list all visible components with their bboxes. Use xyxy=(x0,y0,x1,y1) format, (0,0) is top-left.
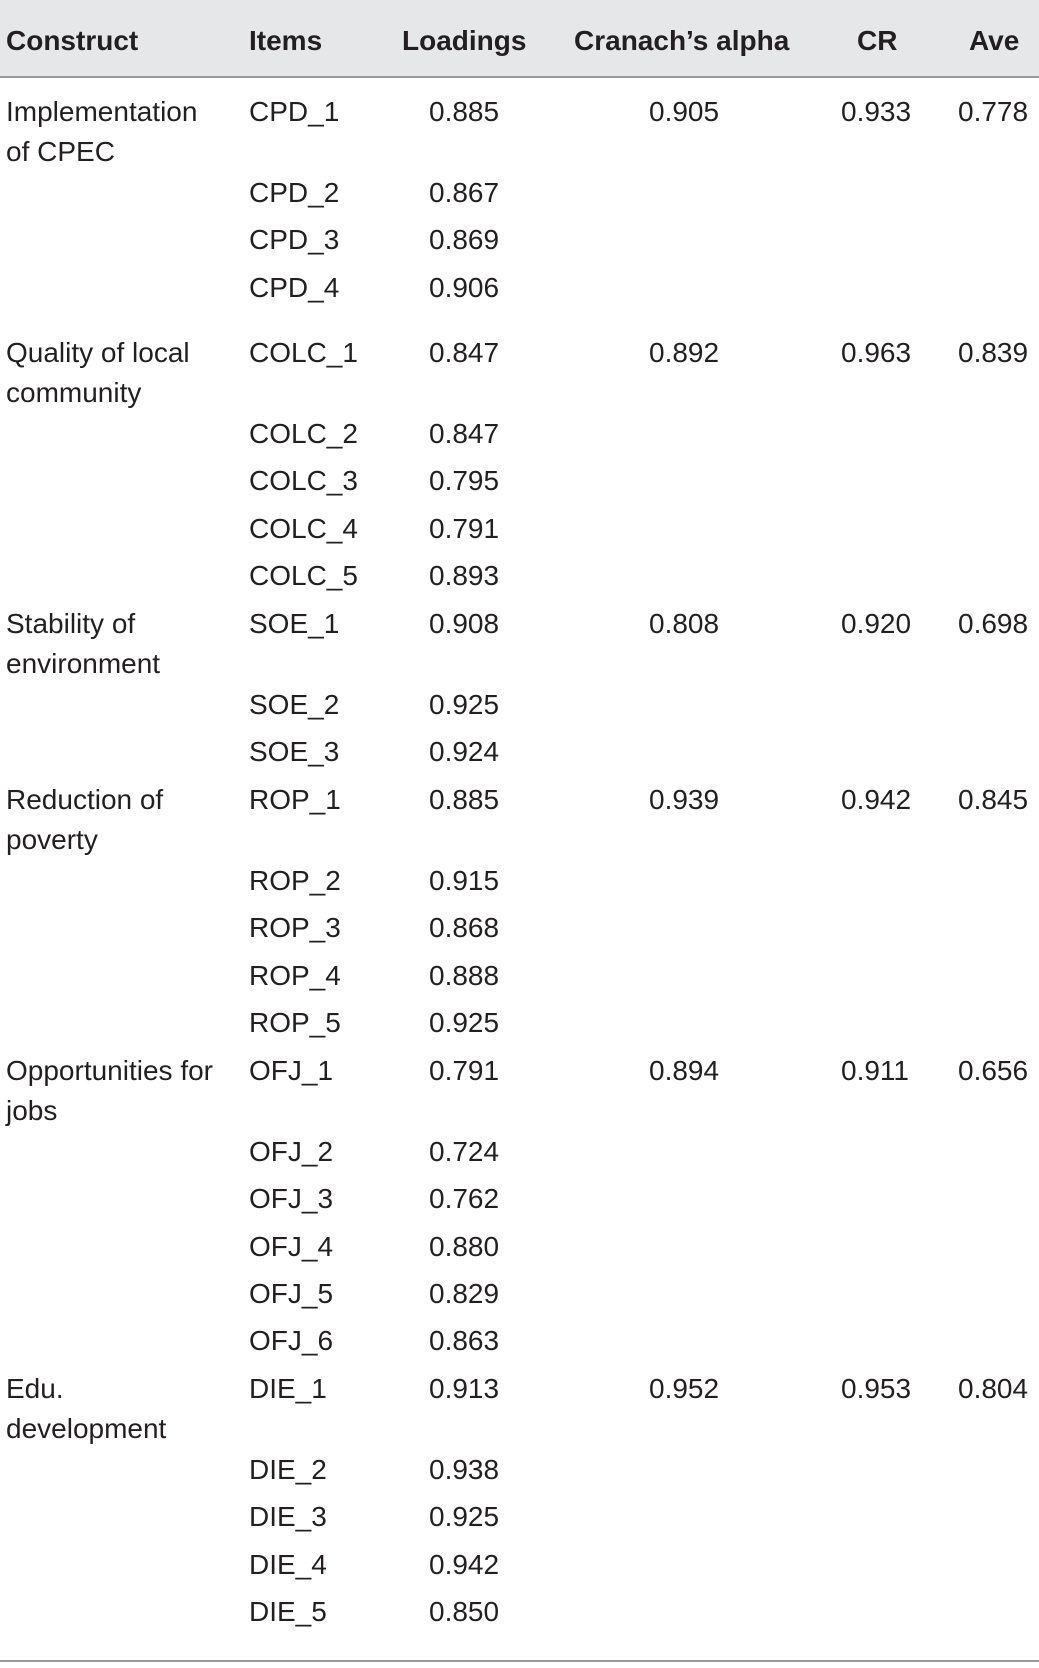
item-code: COLC_1 xyxy=(249,337,358,368)
item-code: OFJ_5 xyxy=(249,1278,334,1309)
item-code: SOE_2 xyxy=(249,689,340,720)
loading-value: 0.888 xyxy=(429,960,500,991)
loading-value: 0.867 xyxy=(429,177,500,208)
header-items: Items xyxy=(249,25,323,56)
cr-value: 0.933 xyxy=(841,96,912,127)
item-code: OFJ_2 xyxy=(249,1136,334,1167)
item-code: CPD_3 xyxy=(249,224,340,255)
loading-value: 0.762 xyxy=(429,1183,500,1214)
item-code: COLC_4 xyxy=(249,513,358,544)
loading-value: 0.915 xyxy=(429,865,500,896)
item-code: OFJ_6 xyxy=(249,1325,334,1356)
header-ave: Ave xyxy=(969,25,1020,56)
item-code: COLC_3 xyxy=(249,465,358,496)
construct-label: Opportunities for jobs xyxy=(6,1055,213,1126)
header-rule xyxy=(0,76,1039,78)
loading-value: 0.885 xyxy=(429,784,500,815)
cr-value: 0.920 xyxy=(841,608,912,639)
item-code: OFJ_3 xyxy=(249,1183,334,1214)
construct-label: Reduction of poverty xyxy=(6,784,164,855)
loading-value: 0.847 xyxy=(429,337,500,368)
header-cronbach-alpha: Cranach’s alpha xyxy=(574,25,790,56)
item-code: OFJ_1 xyxy=(249,1055,334,1086)
loading-value: 0.908 xyxy=(429,608,500,639)
loading-value: 0.906 xyxy=(429,272,500,303)
bottom-rule xyxy=(0,1660,1039,1662)
ave-value: 0.698 xyxy=(958,608,1029,639)
loading-value: 0.724 xyxy=(429,1136,500,1167)
cronbach-alpha-value: 0.892 xyxy=(649,337,720,368)
cronbach-alpha-value: 0.808 xyxy=(649,608,720,639)
loading-value: 0.885 xyxy=(429,96,500,127)
loading-value: 0.925 xyxy=(429,1501,500,1532)
loading-value: 0.795 xyxy=(429,465,500,496)
cr-value: 0.953 xyxy=(841,1373,912,1404)
item-code: CPD_4 xyxy=(249,272,340,303)
header-cr: CR xyxy=(857,25,898,56)
construct-label: Stability of environment xyxy=(6,608,161,679)
construct-label: Quality of local community xyxy=(6,337,190,408)
item-code: DIE_5 xyxy=(249,1596,327,1627)
item-code: CPD_2 xyxy=(249,177,340,208)
cronbach-alpha-value: 0.952 xyxy=(649,1373,720,1404)
loading-value: 0.791 xyxy=(429,513,500,544)
loading-value: 0.893 xyxy=(429,560,500,591)
ave-value: 0.845 xyxy=(958,784,1029,815)
loading-value: 0.913 xyxy=(429,1373,500,1404)
cronbach-alpha-value: 0.905 xyxy=(649,96,720,127)
item-code: COLC_2 xyxy=(249,418,358,449)
item-code: ROP_2 xyxy=(249,865,341,896)
cr-value: 0.963 xyxy=(841,337,912,368)
item-code: DIE_3 xyxy=(249,1501,327,1532)
ave-value: 0.778 xyxy=(958,96,1029,127)
loading-value: 0.880 xyxy=(429,1231,500,1262)
cr-value: 0.942 xyxy=(841,784,912,815)
cr-value: 0.911 xyxy=(841,1055,909,1086)
ave-value: 0.656 xyxy=(958,1055,1029,1086)
item-code: DIE_2 xyxy=(249,1454,327,1485)
loading-value: 0.847 xyxy=(429,418,500,449)
item-code: OFJ_4 xyxy=(249,1231,334,1262)
loading-value: 0.863 xyxy=(429,1325,500,1356)
ave-value: 0.804 xyxy=(958,1373,1029,1404)
item-code: SOE_1 xyxy=(249,608,340,639)
loading-value: 0.942 xyxy=(429,1549,500,1580)
table-header: Construct Items Loadings Cranach’s alpha… xyxy=(0,0,1039,78)
item-code: COLC_5 xyxy=(249,560,358,591)
cronbach-alpha-value: 0.894 xyxy=(649,1055,720,1086)
construct-label: Edu. development xyxy=(6,1373,167,1444)
header-loadings: Loadings xyxy=(402,25,527,56)
loading-value: 0.850 xyxy=(429,1596,500,1627)
item-code: ROP_3 xyxy=(249,912,341,943)
ave-value: 0.839 xyxy=(958,337,1029,368)
item-code: ROP_1 xyxy=(249,784,341,815)
loading-value: 0.925 xyxy=(429,1007,500,1038)
item-code: ROP_5 xyxy=(249,1007,341,1038)
construct-label: Implementation of CPEC xyxy=(6,96,198,167)
cronbach-alpha-value: 0.939 xyxy=(649,784,720,815)
loading-value: 0.791 xyxy=(429,1055,500,1086)
loading-value: 0.868 xyxy=(429,912,500,943)
item-code: DIE_4 xyxy=(249,1549,327,1580)
loading-value: 0.829 xyxy=(429,1278,500,1309)
item-code: ROP_4 xyxy=(249,960,341,991)
item-code: CPD_1 xyxy=(249,96,340,127)
loading-value: 0.925 xyxy=(429,689,500,720)
loading-value: 0.869 xyxy=(429,224,500,255)
item-code: SOE_3 xyxy=(249,736,340,767)
item-code: DIE_1 xyxy=(249,1373,327,1404)
loading-value: 0.924 xyxy=(429,736,500,767)
loading-value: 0.938 xyxy=(429,1454,500,1485)
header-construct: Construct xyxy=(6,25,139,56)
